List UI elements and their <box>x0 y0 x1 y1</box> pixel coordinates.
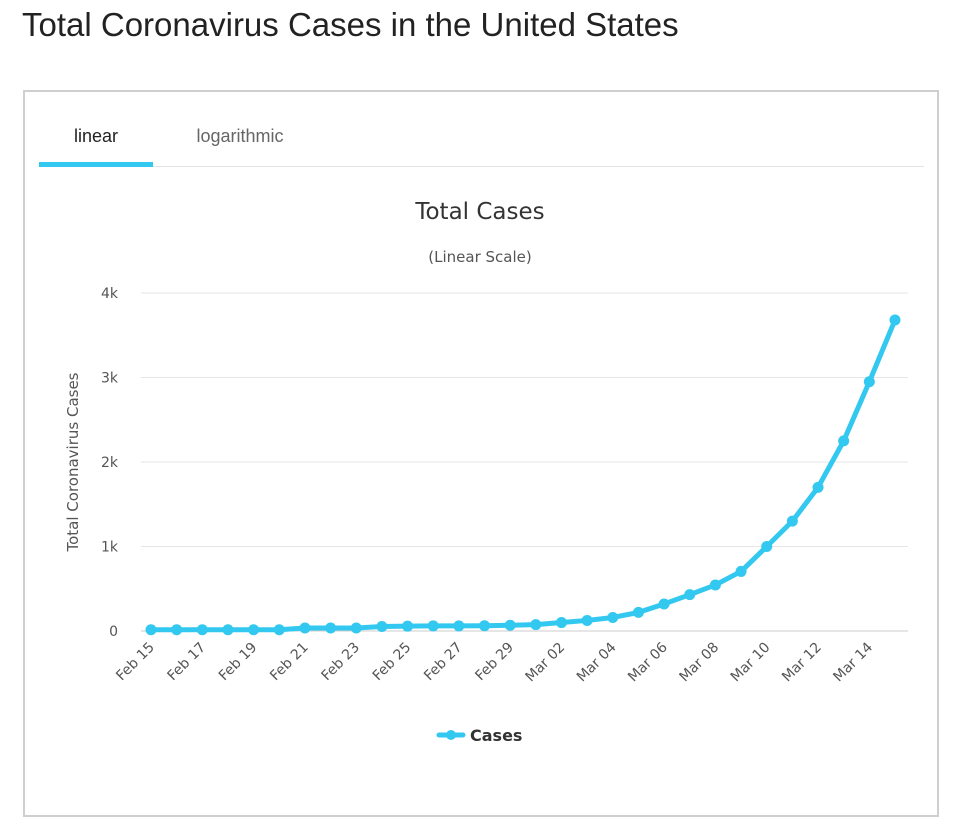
data-point[interactable] <box>248 624 260 636</box>
x-tick-label: Feb 29 <box>472 640 517 685</box>
x-tick-label: Feb 25 <box>370 640 415 685</box>
data-point[interactable] <box>222 624 234 636</box>
data-point[interactable] <box>838 435 850 447</box>
scale-tabs: linear logarithmic <box>39 114 924 167</box>
x-tick-label: Mar 10 <box>728 640 774 686</box>
data-point[interactable] <box>709 579 721 591</box>
x-tick-label: Mar 04 <box>574 639 620 685</box>
data-point[interactable] <box>735 565 747 577</box>
x-tick-label: Feb 19 <box>216 640 261 685</box>
chart-card: linear logarithmic <box>23 90 939 817</box>
y-tick-label: 2k <box>101 455 119 471</box>
data-point[interactable] <box>684 589 696 601</box>
legend[interactable]: Cases <box>436 726 522 745</box>
x-tick-label: Feb 23 <box>318 640 363 685</box>
data-point[interactable] <box>325 622 337 634</box>
data-point[interactable] <box>555 617 567 629</box>
x-tick-label: Mar 06 <box>625 639 671 685</box>
y-tick-label: 3k <box>101 371 119 387</box>
x-tick-label: Mar 12 <box>779 640 825 686</box>
legend-label-cases: Cases <box>470 726 522 745</box>
data-point[interactable] <box>427 620 439 632</box>
series-line <box>148 317 898 633</box>
data-point[interactable] <box>196 624 208 636</box>
x-tick-label: Feb 27 <box>421 640 466 685</box>
y-tick-label: 4k <box>101 286 119 302</box>
data-point[interactable] <box>658 598 670 610</box>
tab-linear[interactable]: linear <box>39 114 153 167</box>
data-point[interactable] <box>607 611 619 623</box>
chart-subtitle: (Linear Scale) <box>428 248 531 266</box>
y-tick-label: 0 <box>109 624 118 640</box>
x-tick-labels: Feb 15 Feb 17 Feb 19 Feb 21 Feb 23 Feb 25 Feb … <box>113 639 876 685</box>
data-point[interactable] <box>632 606 644 618</box>
x-tick-label: Feb 17 <box>165 640 210 685</box>
data-point[interactable] <box>145 624 157 636</box>
data-point[interactable] <box>171 624 183 636</box>
data-point[interactable] <box>504 619 516 631</box>
page-title: Total Coronavirus Cases in the United St… <box>22 6 679 43</box>
data-point[interactable] <box>299 622 311 634</box>
data-point[interactable] <box>581 614 593 626</box>
data-point[interactable] <box>863 376 875 388</box>
x-tick-label: Mar 08 <box>677 640 723 686</box>
data-point[interactable] <box>350 622 362 634</box>
y-tick-label: 1k <box>101 540 119 556</box>
series-cases <box>145 314 901 636</box>
data-point[interactable] <box>761 541 773 552</box>
gridlines <box>141 292 908 632</box>
tab-logarithmic[interactable]: logarithmic <box>196 126 284 146</box>
data-point[interactable] <box>453 620 465 632</box>
x-tick-label: Feb 21 <box>267 640 312 685</box>
x-tick-label: Mar 02 <box>523 640 569 686</box>
data-point[interactable] <box>812 481 824 493</box>
data-point[interactable] <box>479 620 491 632</box>
data-point[interactable] <box>530 619 542 631</box>
data-point[interactable] <box>376 621 388 633</box>
x-tick-label: Mar 14 <box>830 639 876 685</box>
legend-marker-icon <box>446 730 456 740</box>
data-point[interactable] <box>273 624 285 636</box>
data-point[interactable] <box>402 620 414 632</box>
chart-title: Total Cases <box>414 199 544 225</box>
data-point[interactable] <box>889 314 901 326</box>
x-tick-label: Feb 15 <box>113 640 158 685</box>
y-axis-label: Total Coronavirus Cases <box>64 372 82 552</box>
y-tick-labels: 0 1k 2k 3k 4k <box>101 286 119 640</box>
data-point[interactable] <box>786 515 798 527</box>
